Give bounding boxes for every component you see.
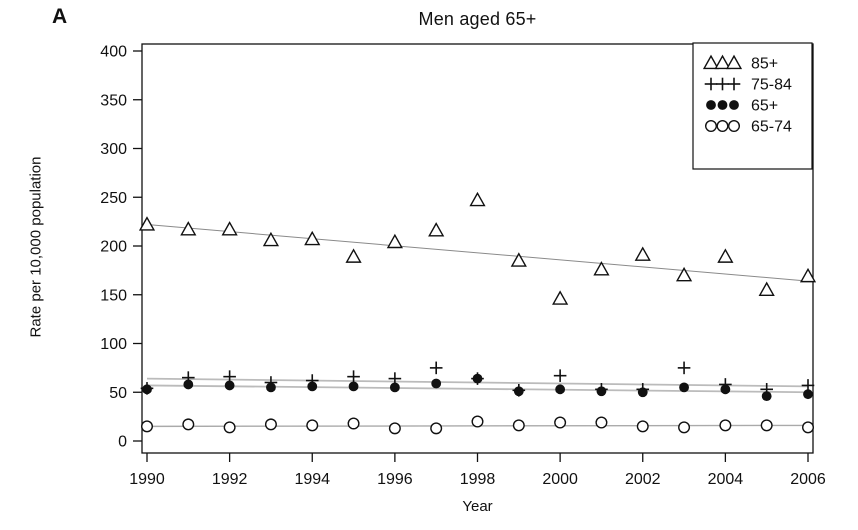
open-circle-marker-icon [802,421,815,434]
open-circle-marker-icon [223,421,236,434]
y-tick-label: 400 [100,44,127,61]
y-axis: 0 50 100 150 200 250 300 350 400 [100,44,142,451]
x-axis: 1990 1992 1994 1996 1998 2000 2002 2004 2006 [129,453,826,488]
open-circle-marker-icon [140,420,153,433]
filled-circle-marker-icon [706,100,716,110]
trend-line-85+ [146,224,809,282]
x-tick-label: 2000 [542,471,578,488]
open-circle-marker-icon [716,119,729,132]
triangle-marker-icon [262,231,280,247]
open-circle-marker-icon [595,416,608,429]
open-circle-marker-icon [430,422,443,435]
triangle-marker-icon [593,261,610,276]
filled-circle-marker-icon [142,384,152,395]
x-tick-label: 1994 [294,471,330,488]
legend: 85+ 75-84 65+ 65-74 [692,42,813,170]
y-tick-label: 200 [100,239,127,256]
triangle-marker-icon [725,54,743,70]
open-circle-marker-icon [760,419,773,432]
x-tick-label: 2006 [790,471,826,488]
y-tick-label: 300 [100,141,127,158]
triangle-marker-icon [386,233,403,249]
filled-circle-marker-icon [513,386,524,397]
x-tick-label: 1990 [129,471,165,488]
filled-circle-marker-icon [348,381,359,392]
series-85+ [138,191,817,305]
triangle-marker-icon [717,248,734,263]
filled-circle-marker-icon [679,382,689,393]
open-circle-marker-icon [264,418,277,431]
y-tick-label: 150 [100,287,127,304]
legend-label: 65+ [751,97,778,114]
open-circle-marker-icon [554,416,567,429]
open-circle-marker-icon [388,422,401,435]
y-tick-label: 50 [109,385,127,402]
open-circle-marker-icon [719,419,732,432]
legend-label: 65-74 [751,118,792,135]
y-tick-label: 250 [100,190,127,207]
filled-circle-marker-icon [729,100,739,110]
panel-label: A [52,5,68,28]
chart-title: Men aged 65+ [418,9,537,29]
open-circle-marker-icon [182,418,195,431]
filled-circle-marker-icon [307,381,318,392]
filled-circle-marker-icon [596,386,607,397]
x-axis-label: Year [462,498,493,515]
legend-label: 75-84 [751,76,792,93]
filled-circle-marker-icon [720,384,731,395]
series-65-74 [140,415,815,435]
series-65+ [142,373,813,402]
filled-circle-marker-icon [803,389,813,400]
open-circle-marker-icon [306,419,319,432]
x-tick-label: 1992 [212,471,248,488]
filled-circle-marker-icon [717,100,728,110]
x-tick-label: 2004 [708,471,744,488]
triangle-marker-icon [799,267,817,283]
open-circle-marker-icon [471,415,484,428]
triangle-marker-icon [221,221,238,236]
triangle-marker-icon [469,191,486,207]
filled-circle-marker-icon [431,378,442,389]
filled-circle-marker-icon [224,380,235,391]
x-tick-label: 2002 [625,471,661,488]
legend-label: 85+ [751,55,778,72]
y-tick-label: 100 [100,336,127,353]
triangle-marker-icon [304,230,321,246]
open-circle-marker-icon [636,420,649,433]
filled-circle-marker-icon [472,373,483,384]
triangle-marker-icon [345,248,362,263]
y-tick-label: 0 [118,434,127,451]
y-tick-label: 350 [100,92,127,109]
open-circle-marker-icon [705,119,718,132]
open-circle-marker-icon [347,417,360,430]
triangle-marker-icon [510,252,527,267]
filled-circle-marker-icon [183,379,194,390]
open-circle-marker-icon [512,419,525,432]
filled-circle-marker-icon [389,382,400,393]
triangle-marker-icon [138,216,156,231]
triangle-marker-icon [552,290,569,305]
filled-circle-marker-icon [555,384,566,395]
open-circle-marker-icon [678,421,691,434]
filled-circle-marker-icon [637,387,648,398]
filled-circle-marker-icon [266,382,276,393]
x-tick-label: 1998 [460,471,496,488]
triangle-marker-icon [702,54,720,70]
triangle-marker-icon [758,281,775,296]
trend-line-65+ [146,384,809,394]
triangle-marker-icon [428,222,445,237]
triangle-marker-icon [714,54,731,70]
triangle-marker-icon [180,221,197,236]
open-circle-marker-icon [728,119,741,132]
triangle-marker-icon [675,266,693,282]
x-tick-label: 1996 [377,471,413,488]
filled-circle-marker-icon [761,391,772,402]
triangle-marker-icon [634,246,651,261]
